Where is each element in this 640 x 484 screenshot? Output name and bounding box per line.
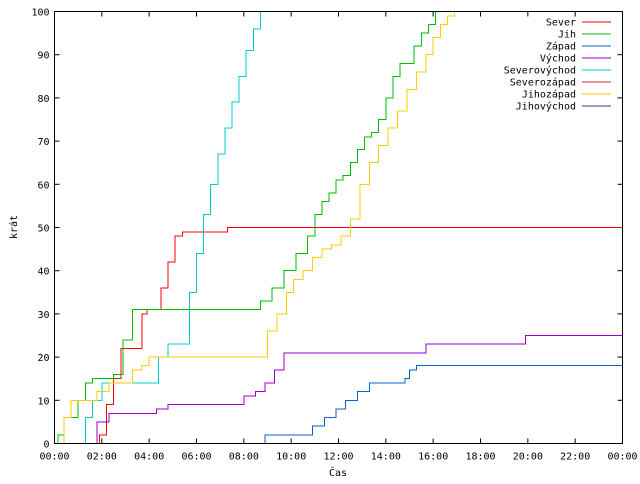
x-tick-label: 16:00: [418, 452, 448, 463]
series-line-7: [54, 11, 455, 444]
series-line-1: [54, 227, 623, 444]
y-tick-label: 50: [37, 224, 49, 235]
y-axis-label: krát: [8, 215, 20, 239]
legend-label: Sever: [546, 18, 576, 29]
plot-frame: [54, 11, 623, 444]
series-line-3: [262, 365, 623, 444]
x-tick-label: 04:00: [134, 452, 164, 463]
x-tick-label: 00:00: [39, 452, 69, 463]
legend: SeverJihZápadVýchodSeverovýchodSeverozáp…: [504, 18, 611, 113]
series-line-4: [54, 335, 623, 444]
x-tick-label: 12:00: [323, 452, 353, 463]
legend-label: Severovýchod: [504, 65, 576, 77]
x-axis-label: Čas: [329, 466, 347, 479]
y-tick-label: 10: [37, 396, 49, 407]
x-tick-label: 08:00: [229, 452, 259, 463]
x-tick-label: 02:00: [87, 452, 117, 463]
legend-label: Jihovýchod: [516, 101, 576, 113]
x-tick-label: 20:00: [513, 452, 543, 463]
x-tick-label: 10:00: [276, 452, 306, 463]
y-tick-label: 30: [37, 310, 49, 321]
legend-label: Západ: [546, 41, 576, 53]
y-tick-label: 60: [37, 180, 49, 191]
x-tick-label: 14:00: [371, 452, 401, 463]
y-tick-label: 100: [31, 8, 49, 19]
y-tick-label: 0: [43, 440, 49, 451]
x-tick-label: 06:00: [181, 452, 211, 463]
axes-layer: 00:00 02:00 04:00 06:00 08:00 10:00 12:00 14:00…: [31, 8, 637, 463]
x-tick-label: 00:00: [607, 452, 637, 463]
legend-label: Východ: [540, 53, 576, 65]
legend-label: Severozápad: [510, 77, 576, 89]
x-tick-label: 22:00: [560, 452, 590, 463]
y-tick-label: 90: [37, 51, 49, 62]
y-tick-label: 80: [37, 94, 49, 105]
series-line-5: [54, 11, 261, 444]
y-tick-label: 70: [37, 137, 49, 148]
x-tick-label: 18:00: [465, 452, 495, 463]
legend-label: Jihozápad: [522, 89, 576, 101]
legend-label: Jih: [558, 30, 576, 41]
y-tick-label: 20: [37, 353, 49, 364]
series-line-2: [54, 11, 623, 444]
y-tick-label: 40: [37, 267, 49, 278]
